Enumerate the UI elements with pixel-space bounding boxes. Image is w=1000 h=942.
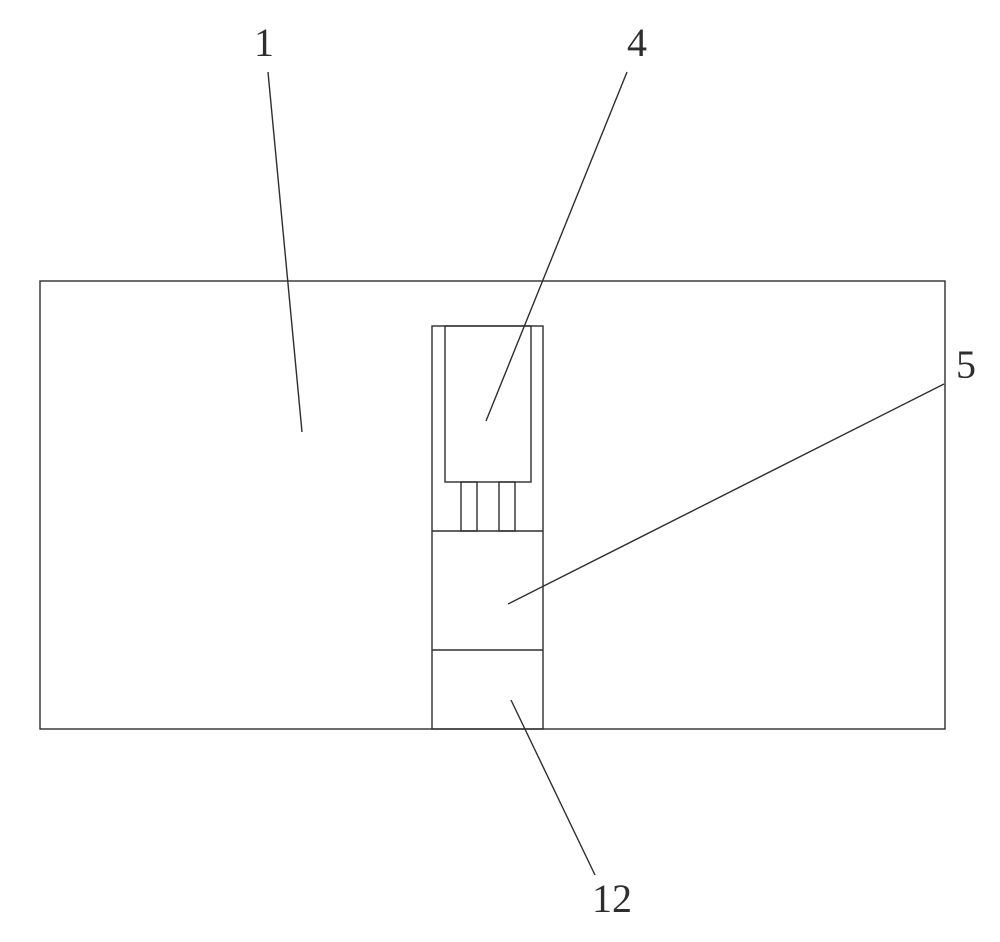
callout-leaders — [268, 72, 944, 875]
schematic-geometry — [40, 281, 945, 729]
diagram-canvas: 1 4 5 12 — [0, 0, 1000, 942]
label-1: 1 — [254, 20, 274, 65]
label-12: 12 — [592, 876, 632, 921]
leader-1 — [268, 72, 302, 432]
leader-5 — [508, 384, 944, 604]
leader-12 — [511, 700, 595, 875]
leader-4 — [486, 72, 627, 421]
leg-left — [461, 482, 477, 531]
center-slot — [432, 326, 543, 729]
label-4: 4 — [627, 20, 647, 65]
label-5: 5 — [956, 342, 976, 387]
leg-right — [499, 482, 515, 531]
inner-top-block — [445, 326, 531, 482]
outer-body — [40, 281, 945, 729]
callout-labels: 1 4 5 12 — [254, 20, 976, 921]
